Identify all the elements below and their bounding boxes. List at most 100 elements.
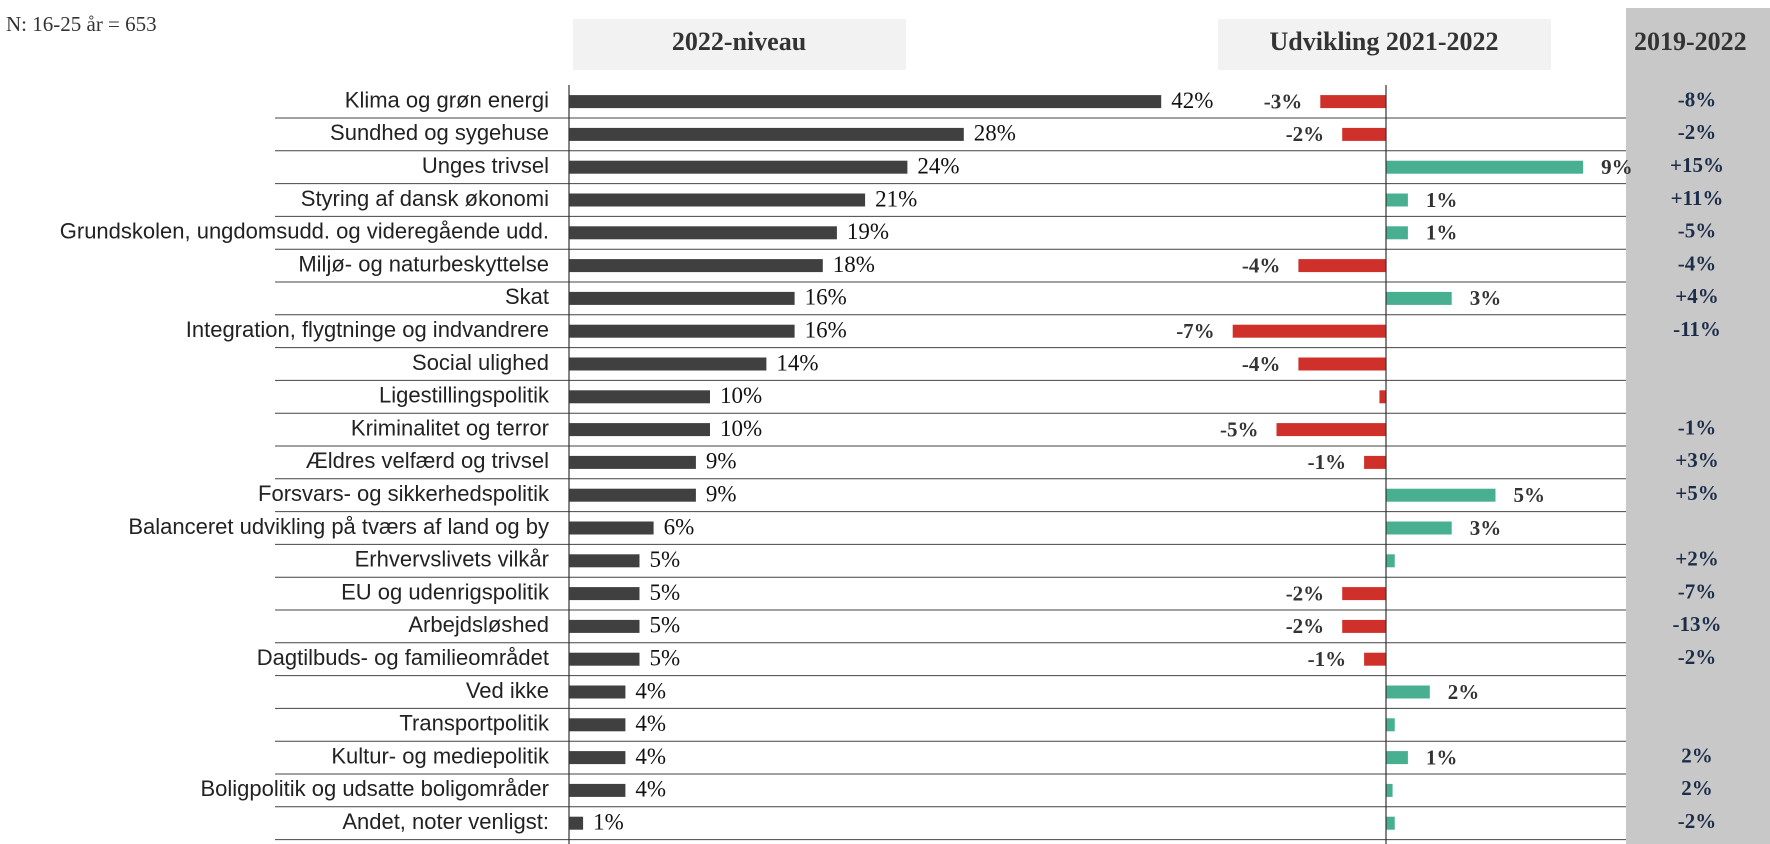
value-label: 6% [664,514,695,539]
bar [569,160,908,174]
category-label: Styring af dansk økonomi [301,186,549,211]
change-bar [1386,554,1395,568]
change-label: -1% [1308,647,1347,671]
change-bar [1364,652,1386,666]
panel-header: 2022-niveau [672,27,806,56]
column-value: +4% [1675,284,1718,308]
change-label: 1% [1426,221,1458,245]
category-label: Miljø- og naturbeskyttelse [298,251,549,276]
change-label: -5% [1220,417,1259,441]
value-label: 24% [917,153,959,178]
value-label: 21% [875,186,917,211]
category-label: Forsvars- og sikkerhedspolitik [258,481,550,506]
bar [569,259,823,273]
category-label: Ved ikke [466,678,549,703]
column-value: -7% [1678,579,1717,603]
value-label: 4% [635,744,666,769]
column-value: -13% [1673,612,1722,636]
bar [569,324,795,338]
category-label: Arbejdsløshed [408,612,549,637]
bar [569,423,710,437]
change-bar [1386,685,1430,699]
bar [569,390,710,404]
category-label: Skat [505,284,549,309]
change-label: 5% [1514,483,1546,507]
change-bar [1386,160,1584,174]
column-band [1626,8,1770,844]
category-label: Erhvervslivets vilkår [355,547,549,572]
change-label: 9% [1601,155,1633,179]
category-label: Kultur- og mediepolitik [331,743,550,768]
bar [569,816,584,830]
change-label: -7% [1176,319,1215,343]
column-value: -1% [1678,415,1717,439]
change-bar [1298,259,1386,273]
bar [569,291,795,305]
change-label: 3% [1470,516,1502,540]
change-label: -1% [1308,450,1347,474]
bar [569,554,640,568]
bar [569,751,626,765]
value-label: 9% [706,481,737,506]
change-bar [1276,423,1386,437]
change-label: -4% [1242,253,1281,277]
change-bar [1342,127,1386,141]
bar [569,226,837,240]
value-label: 16% [805,317,847,342]
category-label: Dagtilbuds- og familieområdet [257,645,549,670]
category-label: Unges trivsel [422,153,549,178]
category-label: Transportpolitik [399,711,550,736]
value-label: 19% [847,219,889,244]
value-label: 10% [720,416,762,441]
change-bar [1342,619,1386,633]
change-label: 3% [1470,286,1502,310]
change-bar [1386,488,1496,502]
change-bar [1386,783,1393,797]
column-value: -11% [1673,317,1721,341]
category-label: Grundskolen, ungdomsudd. og videregående… [60,219,549,244]
value-label: 28% [974,121,1016,146]
value-label: 9% [706,449,737,474]
bar [569,619,640,633]
value-label: 4% [635,678,666,703]
category-label: Sundhed og sygehuse [330,120,549,145]
change-bar [1342,587,1386,601]
value-label: 14% [776,350,818,375]
header-box [1218,19,1551,70]
change-label: 2% [1448,680,1480,704]
column-value: +11% [1671,186,1724,210]
value-label: 18% [833,252,875,277]
category-label: Boligpolitik og udsatte boligområder [200,776,549,801]
column-value: +3% [1675,448,1718,472]
column-value: -8% [1678,87,1717,111]
change-bar [1364,455,1386,469]
bar [569,685,626,699]
category-label: Social ulighed [412,350,549,375]
change-bar [1386,193,1408,207]
column-value: +2% [1675,547,1718,571]
change-label: -4% [1242,352,1281,376]
change-label: -2% [1286,581,1325,605]
column-value: -2% [1678,120,1717,144]
category-label: Integration, flygtninge og indvandrere [186,317,549,342]
change-bar [1298,357,1386,371]
change-bar [1386,291,1452,305]
change-bar [1386,816,1395,830]
subtitle: N: 16-25 år = 653 [6,12,157,36]
column-value: 2% [1681,776,1713,800]
column-value: -2% [1678,645,1717,669]
change-label: -3% [1264,89,1303,113]
value-label: 5% [650,547,681,572]
column-value: -2% [1678,809,1717,833]
category-label: Kriminalitet og terror [351,415,549,440]
change-bar [1379,390,1386,404]
bar [569,783,626,797]
change-bar [1386,226,1408,240]
category-label: Andet, noter venligst: [342,809,549,834]
change-bar [1320,95,1386,109]
bar [569,193,866,207]
bar [569,587,640,601]
value-label: 4% [635,777,666,802]
change-label: 1% [1426,188,1458,212]
